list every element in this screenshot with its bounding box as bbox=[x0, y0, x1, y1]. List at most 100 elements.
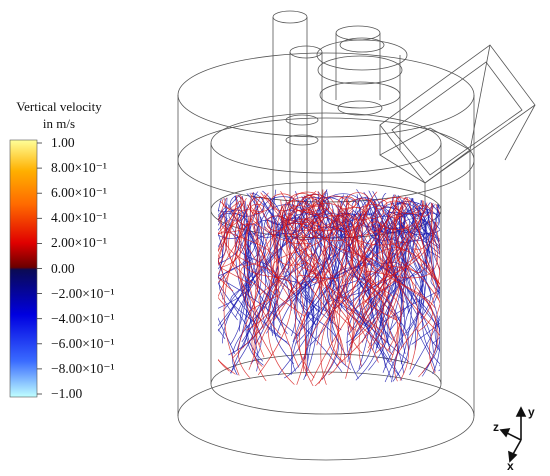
streamline bbox=[429, 209, 440, 367]
streamline-vortex bbox=[308, 216, 337, 239]
streamline bbox=[347, 225, 409, 354]
streamline bbox=[243, 200, 309, 301]
vessel-bottom-rim bbox=[177, 371, 475, 461]
streamline-vortex bbox=[306, 202, 346, 232]
streamline bbox=[218, 210, 259, 372]
streamline bbox=[350, 202, 403, 344]
streamline bbox=[218, 200, 241, 372]
colorbar-tick-label: 4.00×10⁻¹ bbox=[51, 210, 107, 226]
streamline-vortex bbox=[393, 203, 411, 217]
streamline-vortex bbox=[253, 220, 279, 238]
streamline bbox=[387, 196, 423, 345]
streamline-vortex bbox=[299, 205, 333, 232]
colorbar-tick-label: −4.00×10⁻¹ bbox=[51, 310, 115, 326]
streamline bbox=[409, 196, 440, 376]
streamline bbox=[218, 218, 234, 387]
streamline bbox=[311, 212, 378, 381]
streamline bbox=[413, 203, 439, 283]
streamline bbox=[393, 221, 440, 386]
streamline-vortex bbox=[319, 195, 349, 217]
streamline bbox=[322, 222, 386, 354]
streamline bbox=[320, 213, 356, 331]
streamline bbox=[218, 197, 242, 307]
streamline bbox=[345, 214, 366, 306]
streamline bbox=[365, 220, 438, 288]
streamline bbox=[320, 197, 354, 385]
streamline-vortex bbox=[308, 204, 324, 216]
streamline bbox=[246, 205, 277, 334]
streamline bbox=[230, 212, 307, 325]
colorbar-tick-label: 2.00×10⁻¹ bbox=[51, 235, 107, 251]
streamline bbox=[372, 203, 405, 383]
streamline bbox=[284, 200, 340, 313]
streamline bbox=[423, 188, 440, 357]
streamline bbox=[422, 215, 440, 350]
streamline bbox=[218, 191, 243, 344]
streamline bbox=[218, 221, 234, 303]
streamline bbox=[219, 217, 280, 293]
streamline-vortex bbox=[288, 193, 315, 212]
axis-triad bbox=[499, 406, 527, 463]
streamline bbox=[218, 202, 239, 357]
streamline bbox=[372, 209, 416, 351]
streamline bbox=[397, 197, 440, 305]
streamline bbox=[181, 217, 215, 315]
streamline bbox=[431, 202, 440, 387]
streamline-vortex bbox=[345, 198, 377, 221]
streamline bbox=[430, 221, 440, 381]
streamline-vortex bbox=[333, 213, 368, 239]
reactor-wireframe bbox=[177, 10, 536, 461]
streamline bbox=[242, 196, 276, 349]
streamline bbox=[250, 218, 312, 273]
streamline bbox=[227, 195, 281, 383]
streamline bbox=[230, 217, 251, 345]
streamline bbox=[317, 190, 367, 348]
streamline bbox=[243, 224, 266, 362]
streamline bbox=[218, 213, 236, 340]
vessel-top-rim bbox=[177, 52, 475, 138]
streamline bbox=[411, 206, 440, 345]
streamline bbox=[218, 188, 231, 300]
streamline bbox=[352, 208, 385, 326]
streamline bbox=[361, 223, 416, 321]
streamline-vortex bbox=[382, 200, 407, 218]
streamline bbox=[343, 209, 389, 371]
streamline-vortex bbox=[298, 221, 322, 238]
colorbar-tick-label: 1.00 bbox=[51, 135, 75, 150]
streamline bbox=[324, 212, 378, 303]
streamline bbox=[298, 214, 326, 387]
streamline bbox=[253, 211, 265, 358]
colorbar-title-line1: Vertical velocity bbox=[16, 99, 102, 114]
colorbar-tick-label: −6.00×10⁻¹ bbox=[51, 335, 115, 351]
streamline-vortex bbox=[362, 205, 401, 232]
streamline bbox=[365, 190, 397, 303]
colorbar-tick-label: −8.00×10⁻¹ bbox=[51, 360, 115, 376]
streamline bbox=[296, 215, 352, 290]
streamline bbox=[363, 217, 404, 354]
streamline-vortex bbox=[249, 203, 265, 215]
streamline bbox=[264, 226, 307, 376]
colorbar bbox=[9, 139, 38, 398]
streamline bbox=[358, 218, 389, 367]
colorbar-title: Vertical velocity in m/s bbox=[0, 98, 118, 132]
streamline bbox=[277, 191, 322, 376]
streamline bbox=[396, 227, 424, 351]
streamline bbox=[335, 198, 393, 367]
streamline-vortex bbox=[362, 203, 384, 219]
streamline bbox=[339, 200, 394, 356]
streamline bbox=[341, 199, 410, 382]
streamline bbox=[218, 205, 236, 355]
streamline bbox=[376, 212, 422, 292]
streamline bbox=[303, 200, 348, 372]
streamline bbox=[232, 214, 280, 359]
streamline bbox=[272, 218, 338, 295]
streamline bbox=[218, 207, 239, 364]
streamline bbox=[218, 189, 228, 354]
streamline bbox=[218, 216, 265, 321]
streamline bbox=[396, 205, 440, 301]
streamline-vortex bbox=[313, 213, 350, 239]
streamline bbox=[218, 196, 260, 330]
streamline bbox=[218, 220, 250, 375]
colorbar-tick-label: −2.00×10⁻¹ bbox=[51, 285, 115, 301]
